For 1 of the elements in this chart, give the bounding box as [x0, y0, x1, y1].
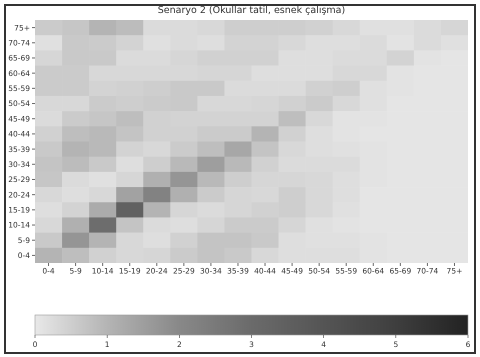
chart-title: Senaryo 2 (Okullar tatil, esnek çalışma) [156, 5, 346, 16]
